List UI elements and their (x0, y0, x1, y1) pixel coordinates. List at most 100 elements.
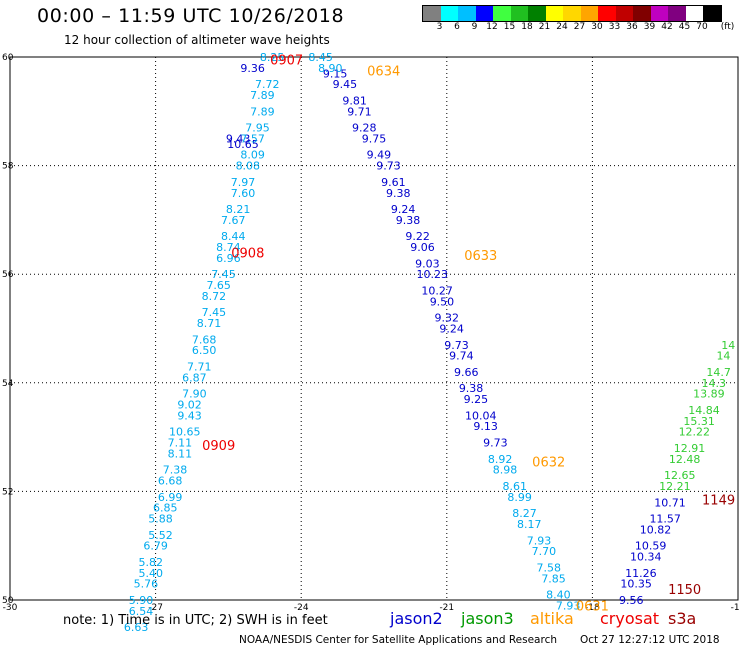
wave-height-label: 8.21 (226, 203, 251, 216)
wave-height-label: 9.81 (342, 94, 367, 107)
colorbar-swatch (528, 6, 546, 21)
colorbar-label: 9 (471, 22, 478, 32)
colorbar-swatch (598, 6, 616, 21)
wave-height-label: 9.43 (177, 409, 202, 422)
page-subtitle: 12 hour collection of altimeter wave hei… (64, 33, 330, 47)
y-tick-label: 58 (2, 162, 14, 172)
wave-height-label: 7.70 (532, 545, 557, 558)
wave-height-label: 8.08 (236, 160, 261, 173)
colorbar-swatch (440, 6, 458, 21)
wave-height-label: 8.40 (546, 589, 571, 602)
colorbar-label: 15 (503, 22, 516, 32)
colorbar-label: 36 (626, 22, 638, 32)
wave-height-label: 7.45 (211, 268, 236, 281)
y-tick-label: 60 (2, 53, 14, 63)
colorbar-label: 27 (573, 22, 586, 32)
colorbar-swatch (545, 6, 563, 21)
colorbar-label: 18 (521, 22, 533, 32)
wave-height-label: 9.03 (415, 257, 440, 270)
colorbar-swatch (510, 6, 528, 21)
wave-height-label: 9.02 (177, 399, 202, 412)
colorbar (422, 5, 722, 22)
wave-height-label: 7.45 (202, 306, 227, 319)
colorbar-label: 24 (556, 22, 568, 32)
wave-height-label: 7.90 (182, 388, 207, 401)
colorbar-swatch (615, 6, 633, 21)
x-tick-label: -18 (585, 603, 600, 613)
pass-time-label: 0634 (367, 65, 400, 80)
wave-height-label: 8.45 (308, 51, 333, 64)
x-tick-label: -27 (148, 603, 163, 613)
colorbar-label: 70 (696, 22, 708, 32)
wave-height-label: 10.27 (421, 284, 453, 297)
legend-cryosat: cryosat (600, 609, 660, 628)
wave-height-label: 6.54 (129, 605, 154, 618)
colorbar-label: 21 (538, 22, 551, 32)
wave-height-label: 9.73 (483, 437, 508, 450)
colorbar-label: (ft) (720, 22, 735, 32)
wave-height-label: 10.71 (654, 496, 686, 509)
wave-height-label: 8.99 (507, 491, 532, 504)
wave-height-label: 7.68 (192, 333, 217, 346)
wave-height-label: 7.95 (245, 122, 270, 135)
wave-height-label: 8.90 (318, 62, 343, 75)
wave-height-label: 9.24 (391, 203, 416, 216)
wave-height-label: 9.13 (473, 420, 498, 433)
wave-height-label: 9.38 (459, 382, 484, 395)
colorbar-swatch (703, 6, 721, 21)
colorbar-label: 6 (454, 22, 460, 32)
x-tick-label: -24 (294, 603, 309, 613)
colorbar-swatch (580, 6, 598, 21)
wave-height-label: 10.82 (640, 523, 672, 536)
wave-height-label: 8.09 (240, 149, 265, 162)
wave-height-label: 7.65 (206, 279, 231, 292)
wave-height-label: 7.93 (527, 534, 552, 547)
legend-jason2: jason2 (390, 609, 443, 628)
wave-height-label: 9.66 (454, 366, 479, 379)
wave-height-label: 7.71 (187, 361, 212, 374)
wave-height-label: 14.3 (701, 377, 726, 390)
colorbar-label: 33 (608, 22, 621, 32)
pass-time-label: 0909 (202, 439, 235, 454)
wave-height-label: 9.22 (405, 230, 430, 243)
legend-altika: altika (530, 609, 574, 628)
wave-height-label: 7.58 (536, 561, 561, 574)
colorbar-label: 12 (486, 22, 498, 32)
wave-height-label: 10.23 (416, 268, 448, 281)
x-tick-label: -21 (439, 603, 454, 613)
pass-time-label: 0907 (270, 54, 303, 69)
wave-height-label: 11.26 (625, 567, 657, 580)
pass-time-label: 0908 (231, 246, 264, 261)
wave-height-label: 7.38 (163, 464, 188, 477)
wave-height-label: 9.74 (449, 350, 474, 363)
wave-height-label: 10.65 (227, 138, 259, 151)
wave-height-label: 6.63 (124, 621, 149, 634)
colorbar-swatch (493, 6, 511, 21)
pass-time-label: 0633 (464, 249, 497, 264)
wave-height-label: 15.31 (683, 415, 715, 428)
legend-s3a: s3a (668, 609, 697, 628)
pass-time-label: 0632 (532, 456, 565, 471)
wave-height-label: 8.11 (168, 447, 193, 460)
wave-height-label: 8.71 (197, 317, 222, 330)
wave-height-label: 9.06 (410, 241, 435, 254)
wave-height-label: 7.97 (231, 176, 256, 189)
wave-height-label: 5.90 (129, 594, 154, 607)
colorbar-swatch (685, 6, 703, 21)
wave-height-label: 5.82 (138, 556, 163, 569)
wave-height-label: 7.60 (231, 187, 256, 200)
wave-height-label: 8.72 (202, 290, 227, 303)
wave-height-label: 14.7 (706, 366, 731, 379)
wave-height-label: 8.44 (221, 230, 246, 243)
wave-height-label: 11.57 (649, 513, 681, 526)
colorbar-swatch (633, 6, 651, 21)
wave-height-label: 6.85 (153, 502, 178, 515)
pass-time-label: 1149 (702, 494, 735, 509)
wave-height-label: 9.71 (347, 105, 372, 118)
wave-height-label: 9.38 (386, 187, 411, 200)
wave-height-label: 10.34 (630, 551, 662, 564)
wave-height-label: 14.84 (688, 404, 720, 417)
x-tick-label: -30 (3, 603, 18, 613)
wave-height-label: 9.56 (619, 594, 644, 607)
